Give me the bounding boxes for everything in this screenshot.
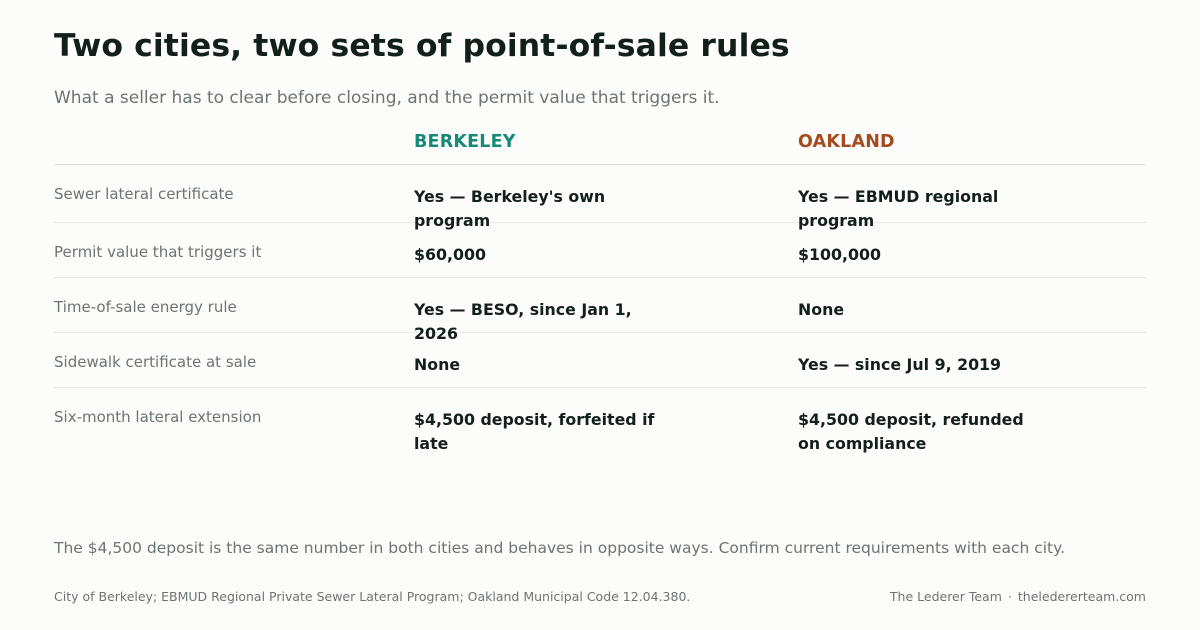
separator-dot: · <box>1007 589 1012 604</box>
sources-line: City of Berkeley; EBMUD Regional Private… <box>54 589 691 604</box>
row-label: Six-month lateral extension <box>54 408 262 426</box>
credit-line: The Lederer Team · theledererteam.com <box>890 589 1146 604</box>
table-row: Permit value that triggers it $60,000 $1… <box>54 223 1146 278</box>
page-title: Two cities, two sets of point-of-sale ru… <box>54 28 790 64</box>
brand-name: The Lederer Team <box>889 589 1002 604</box>
oakland-cell: Yes — EBMUD regional program <box>798 187 999 230</box>
footnote: The $4,500 deposit is the same number in… <box>54 539 1066 557</box>
berkeley-cell: $60,000 <box>414 245 486 264</box>
berkeley-cell: $4,500 deposit, forfeited if late <box>414 410 655 453</box>
comparison-table: BERKELEY OAKLAND Sewer lateral certifica… <box>54 132 1146 458</box>
berkeley-cell: Yes — Berkeley's own program <box>414 187 606 230</box>
row-label: Time-of-sale energy rule <box>54 298 237 316</box>
row-label: Sidewalk certificate at sale <box>54 353 257 371</box>
page-subtitle: What a seller has to clear before closin… <box>54 88 720 108</box>
website-link[interactable]: theledererteam.com <box>1017 589 1146 604</box>
oakland-cell: Yes — since Jul 9, 2019 <box>798 355 1002 374</box>
berkeley-cell: Yes — BESO, since Jan 1, 2026 <box>414 300 632 343</box>
berkeley-cell: None <box>414 355 461 374</box>
column-header-oakland: OAKLAND <box>798 132 895 152</box>
row-label: Permit value that triggers it <box>54 243 262 261</box>
table-row: Time-of-sale energy rule Yes — BESO, sin… <box>54 278 1146 343</box>
oakland-cell: $100,000 <box>798 245 881 264</box>
table-row: Sidewalk certificate at sale None Yes — … <box>54 333 1146 388</box>
table-row: Sewer lateral certificate Yes — Berkeley… <box>54 165 1146 230</box>
table-header: BERKELEY OAKLAND <box>54 132 1146 165</box>
row-label: Sewer lateral certificate <box>54 185 234 203</box>
table-row: Six-month lateral extension $4,500 depos… <box>54 388 1146 458</box>
oakland-cell: $4,500 deposit, refunded on compliance <box>798 410 1024 453</box>
column-header-berkeley: BERKELEY <box>414 132 516 152</box>
oakland-cell: None <box>798 300 845 319</box>
page: Two cities, two sets of point-of-sale ru… <box>54 0 1146 630</box>
